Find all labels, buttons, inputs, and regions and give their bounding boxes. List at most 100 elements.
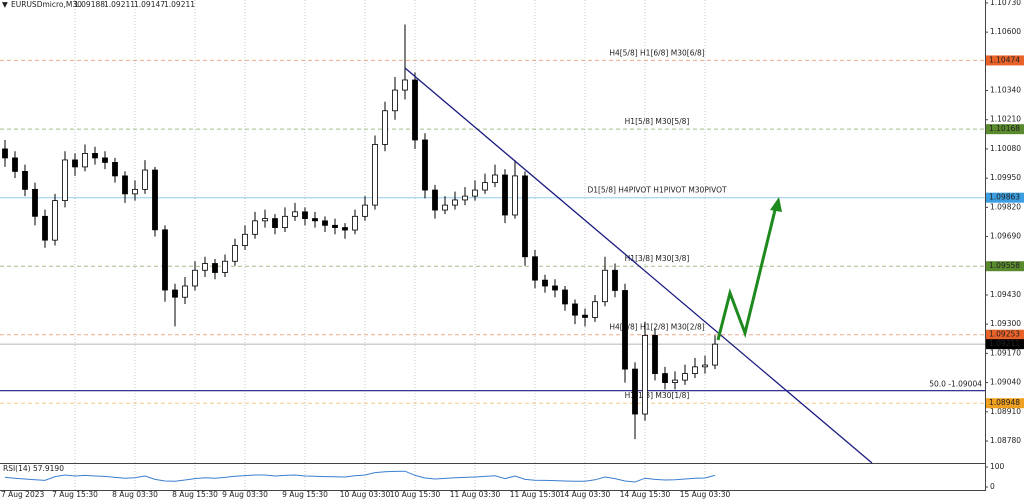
candle-body bbox=[62, 159, 68, 202]
price-box-label: 1.10474 bbox=[989, 55, 1020, 64]
y-tick-label: 1.09950 bbox=[990, 173, 1021, 182]
x-tick-label: 9 Aug 03:30 bbox=[222, 490, 268, 499]
y-tick-label: 1.09170 bbox=[990, 348, 1021, 357]
candle-body bbox=[32, 188, 38, 217]
candle-body bbox=[92, 153, 98, 159]
candle-body bbox=[512, 175, 518, 216]
ohlc-value: 1.09211 bbox=[104, 0, 135, 9]
candle-body bbox=[402, 79, 408, 91]
y-tick-label: 1.10730 bbox=[990, 0, 1021, 7]
candle-body bbox=[392, 89, 398, 112]
candle-body bbox=[672, 379, 678, 383]
rsi-label: RSI(14) 57.9190 bbox=[3, 464, 64, 473]
candle-body bbox=[632, 368, 638, 415]
candle-body bbox=[692, 366, 698, 374]
candle-body bbox=[312, 218, 318, 222]
candle-body bbox=[592, 301, 598, 318]
level-label: H1[5/8] M30[5/8] bbox=[625, 117, 690, 126]
candle-body bbox=[252, 220, 258, 235]
candle-body bbox=[572, 303, 578, 316]
x-tick-label: 14 Aug 15:30 bbox=[620, 490, 671, 499]
candle-body bbox=[152, 169, 158, 231]
candle-body bbox=[622, 290, 628, 370]
x-tick-label: 8 Aug 03:30 bbox=[112, 490, 158, 499]
candle-body bbox=[452, 199, 458, 206]
x-tick-label: 7 Aug 2023 bbox=[1, 490, 44, 499]
level-label: H1[3/8] M30[3/8] bbox=[625, 254, 690, 263]
candle-body bbox=[202, 263, 208, 271]
candle-body bbox=[82, 153, 88, 168]
price-box bbox=[986, 55, 1024, 66]
candle-body bbox=[562, 289, 568, 305]
price-box bbox=[986, 261, 1024, 272]
candle-body bbox=[52, 200, 58, 241]
candle-body bbox=[2, 148, 8, 159]
candle-body bbox=[192, 269, 198, 287]
y-tick-label: 1.08910 bbox=[990, 407, 1021, 416]
candle-body bbox=[482, 182, 488, 191]
candle-body bbox=[242, 233, 248, 246]
y-tick-label: 1.09690 bbox=[990, 232, 1021, 241]
candle-body bbox=[642, 334, 648, 415]
price-box-label: 1.09253 bbox=[989, 330, 1020, 339]
forecast-arrowhead bbox=[770, 197, 782, 212]
candle-body bbox=[212, 263, 218, 273]
candle-body bbox=[332, 224, 338, 228]
x-tick-label: 8 Aug 15:30 bbox=[172, 490, 218, 499]
level-label: H4[2/8] H1[2/8] M30[2/8] bbox=[609, 323, 704, 332]
price-box bbox=[986, 192, 1024, 203]
candle-body bbox=[302, 211, 308, 219]
candle-body bbox=[532, 256, 538, 281]
candle-body bbox=[442, 204, 448, 211]
price-box-label: 1.09863 bbox=[989, 193, 1020, 202]
candle-body bbox=[72, 159, 78, 168]
candle-body bbox=[432, 189, 438, 211]
rsi-line bbox=[4, 470, 716, 483]
candle-body bbox=[172, 289, 178, 298]
candle-body bbox=[362, 204, 368, 217]
candle-body bbox=[712, 343, 718, 366]
y-tick-label: 1.09820 bbox=[990, 202, 1021, 211]
price-box-label: 1.09558 bbox=[989, 261, 1020, 270]
trendline bbox=[404, 67, 873, 464]
candle-body bbox=[582, 314, 588, 318]
ohlc-value: 1.09147 bbox=[134, 0, 165, 9]
menu-marker: ▼ bbox=[2, 0, 8, 9]
candle-body bbox=[472, 189, 478, 197]
candle-body bbox=[382, 110, 388, 145]
candle-body bbox=[292, 211, 298, 217]
candle-body bbox=[682, 373, 688, 381]
candle-body bbox=[702, 364, 708, 368]
x-tick-label: 15 Aug 03:30 bbox=[680, 490, 731, 499]
candle-body bbox=[322, 220, 328, 226]
candle-body bbox=[262, 218, 268, 222]
x-tick-label: 11 Aug 03:30 bbox=[450, 490, 501, 499]
x-tick-label: 10 Aug 03:30 bbox=[340, 490, 391, 499]
candle-body bbox=[102, 157, 108, 163]
y-tick-label: 0 bbox=[990, 482, 995, 491]
candle-body bbox=[602, 269, 608, 303]
candle-body bbox=[162, 229, 168, 291]
candle-body bbox=[422, 139, 428, 191]
candle-body bbox=[652, 334, 658, 374]
candle-body bbox=[612, 269, 618, 291]
y-tick-label: 1.10210 bbox=[990, 115, 1021, 124]
price-box-label: 1.09211 bbox=[989, 339, 1020, 348]
y-tick-label: 1.09430 bbox=[990, 290, 1021, 299]
price-box-label: 1.10168 bbox=[989, 124, 1020, 133]
x-tick-label: 11 Aug 15:30 bbox=[510, 490, 561, 499]
price-box-label: 1.08948 bbox=[989, 398, 1020, 407]
fib-label: 50.0 -1.09004 bbox=[929, 380, 982, 389]
candle-body bbox=[662, 373, 668, 383]
candle-body bbox=[342, 227, 348, 231]
candle-body bbox=[122, 175, 128, 195]
candle-body bbox=[112, 162, 118, 177]
level-label: H1[1/8] M30[1/8] bbox=[625, 391, 690, 400]
candle-body bbox=[542, 279, 548, 287]
candle-body bbox=[502, 174, 508, 216]
candle-body bbox=[552, 285, 558, 291]
x-tick-label: 9 Aug 15:30 bbox=[282, 490, 328, 499]
y-tick-label: 1.09300 bbox=[990, 319, 1021, 328]
